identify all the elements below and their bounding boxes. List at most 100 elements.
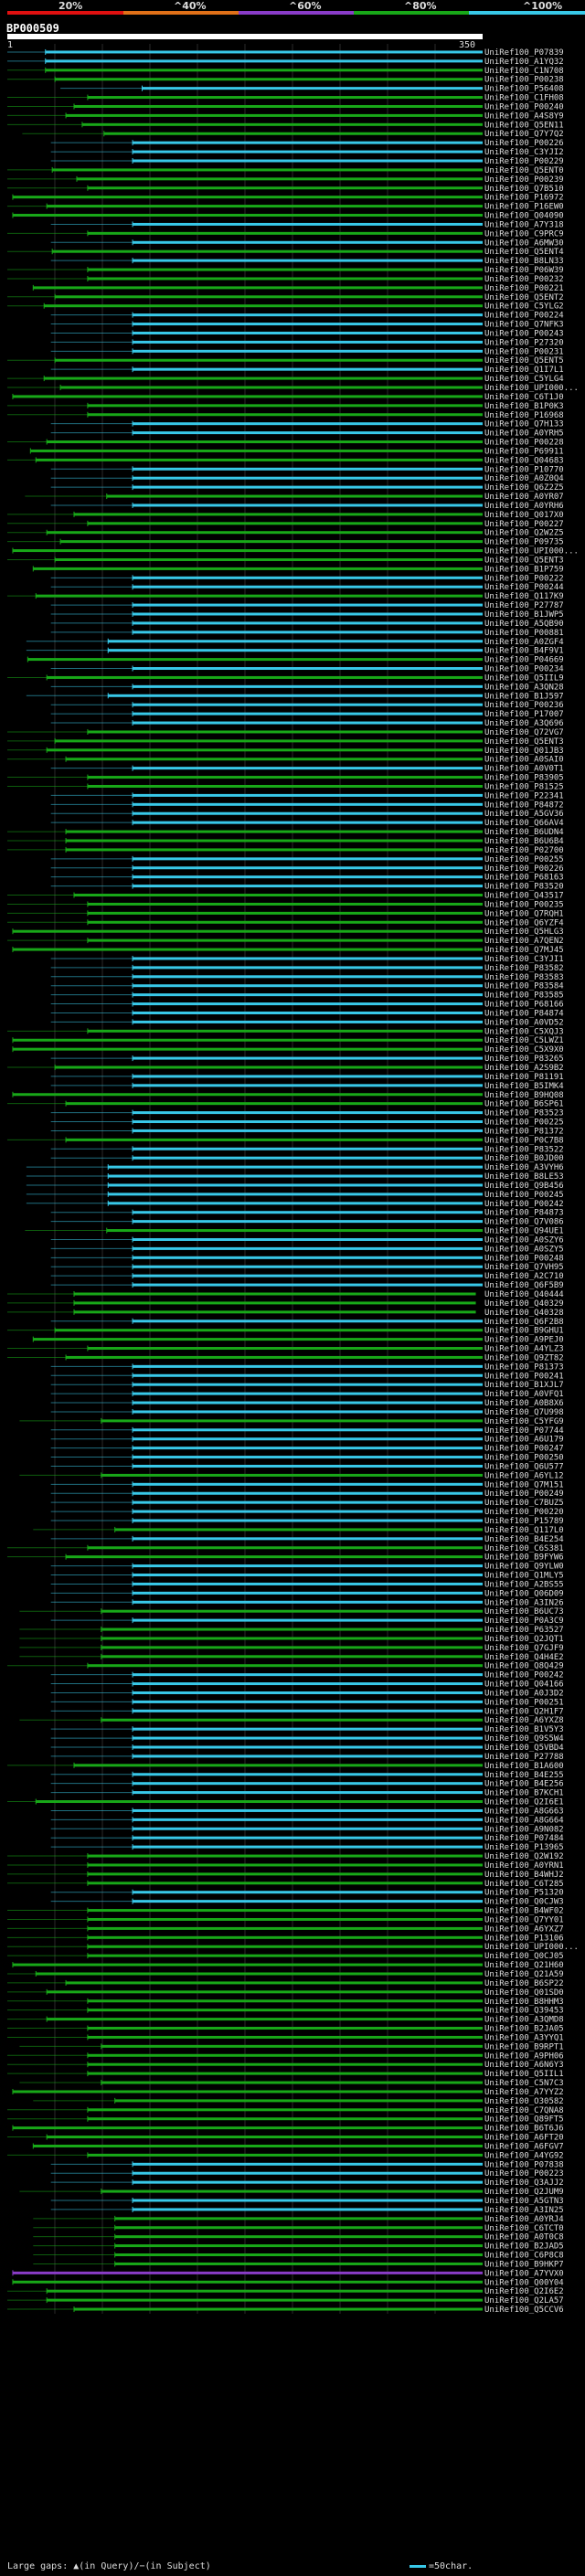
hit-row[interactable]: UniRef100_Q00Y04 — [12, 2278, 564, 2287]
hit-row[interactable]: UniRef100_Q117K9 — [7, 592, 564, 601]
hit-row[interactable]: UniRef100_A2BS55 — [50, 1580, 564, 1589]
hit-row[interactable]: UniRef100_P16968 — [7, 411, 564, 420]
hit-row[interactable]: UniRef100_Q0CJW3 — [50, 1898, 564, 1907]
hit-row[interactable]: UniRef100_B1P759 — [32, 565, 564, 574]
hit-row[interactable]: UniRef100_P22341 — [50, 791, 564, 800]
hit-row[interactable]: UniRef100_Q1I7L1 — [50, 366, 564, 375]
hit-row[interactable]: UniRef100_C9PRC9 — [7, 229, 564, 239]
hit-row[interactable]: UniRef100_Q5HLG3 — [12, 928, 564, 937]
hit-row[interactable]: UniRef100_Q7NFK3 — [50, 321, 564, 330]
hit-row[interactable]: UniRef100_P00240 — [7, 102, 564, 111]
hit-row[interactable]: UniRef100_C1N708 — [7, 67, 564, 76]
hit-row[interactable]: UniRef100_C6TCT0 — [33, 2224, 564, 2233]
hit-row[interactable]: UniRef100_Q4H4E2 — [19, 1653, 564, 1662]
hit-row[interactable]: UniRef100_B6UDN4 — [7, 828, 564, 837]
hit-row[interactable]: UniRef100_P00242 — [50, 1671, 564, 1680]
hit-row[interactable]: UniRef100_B8LE53 — [26, 1172, 564, 1182]
hit-row[interactable]: UniRef100_B4WF02 — [7, 1907, 564, 1916]
hit-row[interactable]: UniRef100_P00248 — [50, 1254, 564, 1263]
hit-row[interactable]: UniRef100_P00224 — [50, 312, 564, 321]
hit-row[interactable]: UniRef100_B6T6J6 — [12, 2125, 564, 2134]
hit-row[interactable]: UniRef100_B4WHJ2 — [7, 1871, 564, 1880]
hit-row[interactable]: UniRef100_P00227 — [7, 520, 564, 529]
hit-row[interactable]: UniRef100_P00226 — [50, 864, 564, 874]
hit-row[interactable]: UniRef100_A4YLZ3 — [7, 1345, 564, 1354]
hit-row[interactable]: UniRef100_P00244 — [50, 583, 564, 592]
hit-row[interactable]: UniRef100_B9RPT1 — [19, 2042, 564, 2051]
hit-row[interactable]: UniRef100_B9HQ08 — [12, 1091, 564, 1100]
hit-row[interactable]: UniRef100_A0SAI0 — [7, 756, 564, 765]
hit-row[interactable]: UniRef100_Q9B456 — [26, 1182, 564, 1191]
hit-row[interactable]: UniRef100_Q40329 — [7, 1299, 564, 1309]
hit-row[interactable]: UniRef100_P00229 — [50, 157, 564, 166]
hit-row[interactable]: UniRef100_A5QB90 — [50, 620, 564, 629]
hit-row[interactable]: UniRef100_UPI000... — [12, 547, 579, 557]
hit-row[interactable]: UniRef100_P00226 — [50, 139, 564, 148]
hit-row[interactable]: UniRef100_Q04090 — [12, 212, 564, 221]
hit-row[interactable]: UniRef100_Q39453 — [7, 2007, 564, 2016]
hit-row[interactable]: UniRef100_B1V5Y3 — [50, 1725, 564, 1734]
hit-row[interactable]: UniRef100_A7YVX0 — [12, 2269, 564, 2278]
hit-row[interactable]: UniRef100_Q21H60 — [12, 1961, 564, 1970]
hit-row[interactable]: UniRef100_P07484 — [50, 1834, 564, 1843]
hit-row[interactable]: UniRef100_P00221 — [32, 284, 564, 293]
hit-row[interactable]: UniRef100_O30582 — [33, 2097, 564, 2106]
hit-row[interactable]: UniRef100_A0T0C8 — [33, 2233, 564, 2242]
hit-row[interactable]: UniRef100_A4YG92 — [7, 2151, 564, 2160]
hit-row[interactable]: UniRef100_A0YRH6 — [50, 502, 564, 511]
hit-row[interactable]: UniRef100_A0YR07 — [25, 493, 564, 502]
hit-row[interactable]: UniRef100_P69911 — [29, 447, 564, 456]
hit-row[interactable]: UniRef100_A3QMD8 — [7, 2016, 564, 2025]
hit-row[interactable]: UniRef100_Q5IIL9 — [7, 673, 564, 683]
hit-row[interactable]: UniRef100_P00241 — [50, 1372, 564, 1381]
hit-row[interactable]: UniRef100_P27787 — [50, 601, 564, 610]
hit-row[interactable]: UniRef100_Q04683 — [7, 456, 564, 465]
hit-row[interactable]: UniRef100_B6SP22 — [7, 1979, 564, 1988]
hit-row[interactable]: UniRef100_Q6U577 — [50, 1462, 564, 1471]
hit-row[interactable]: UniRef100_Q94UE1 — [25, 1227, 564, 1236]
hit-row[interactable]: UniRef100_Q2LA57 — [7, 2296, 564, 2306]
hit-row[interactable]: UniRef100_Q40444 — [7, 1290, 564, 1299]
hit-row[interactable]: UniRef100_B0JD00 — [50, 1154, 564, 1163]
hit-row[interactable]: UniRef100_B1A600 — [7, 1762, 564, 1771]
hit-row[interactable]: UniRef100_P09735 — [7, 538, 564, 547]
hit-row[interactable]: UniRef100_A6N6Y3 — [7, 2061, 564, 2070]
hit-row[interactable]: UniRef100_P00228 — [7, 439, 564, 448]
hit-row[interactable]: UniRef100_Q9ZT82 — [7, 1353, 564, 1362]
hit-row[interactable]: UniRef100_Q04166 — [50, 1680, 564, 1690]
hit-row[interactable]: UniRef100_P51320 — [50, 1889, 564, 1898]
hit-row[interactable]: UniRef100_C5YLG4 — [7, 375, 564, 384]
hit-row[interactable]: UniRef100_Q6F2B8 — [50, 1318, 564, 1327]
hit-row[interactable]: UniRef100_Q7H133 — [50, 420, 564, 429]
hit-row[interactable]: UniRef100_P00232 — [7, 275, 564, 284]
hit-row[interactable]: UniRef100_Q9S5W4 — [50, 1734, 564, 1744]
hit-row[interactable]: UniRef100_C1FH08 — [7, 94, 564, 103]
hit-row[interactable]: UniRef100_Q5VBD4 — [50, 1744, 564, 1753]
hit-row[interactable]: UniRef100_B6U6B4 — [7, 837, 564, 846]
hit-row[interactable]: UniRef100_B2JA05 — [7, 2025, 564, 2034]
hit-row[interactable]: UniRef100_P00231 — [50, 347, 564, 356]
hit-row[interactable]: UniRef100_P13106 — [7, 1934, 564, 1943]
hit-row[interactable]: UniRef100_P04669 — [27, 656, 564, 665]
hit-row[interactable]: UniRef100_Q5CCV6 — [7, 2306, 564, 2315]
hit-row[interactable]: UniRef100_P0C7B8 — [7, 1136, 564, 1145]
hit-row[interactable]: UniRef100_P13965 — [50, 1843, 564, 1852]
hit-row[interactable]: UniRef100_B5IMK4 — [50, 1082, 564, 1091]
hit-row[interactable]: UniRef100_Q89FT5 — [7, 2115, 564, 2125]
hit-row[interactable]: UniRef100_P63527 — [19, 1626, 564, 1635]
hit-row[interactable]: UniRef100_P16EW0 — [7, 203, 564, 212]
hit-row[interactable]: UniRef100_Q2I6E2 — [7, 2287, 564, 2296]
hit-row[interactable]: UniRef100_A7QEN2 — [7, 937, 564, 946]
hit-row[interactable]: UniRef100_C6T1J0 — [12, 393, 564, 402]
hit-row[interactable]: UniRef100_Q1MLY5 — [50, 1572, 564, 1581]
hit-row[interactable]: UniRef100_Q7B510 — [7, 185, 564, 194]
hit-row[interactable]: UniRef100_Q5ENT2 — [7, 293, 564, 302]
hit-row[interactable]: UniRef100_Q43517 — [7, 892, 564, 901]
hit-row[interactable]: UniRef100_A8G664 — [50, 1816, 564, 1825]
hit-row[interactable]: UniRef100_Q117L0 — [33, 1526, 564, 1535]
hit-row[interactable]: UniRef100_P84872 — [50, 800, 564, 810]
hit-row[interactable]: UniRef100_Q8Q429 — [7, 1662, 564, 1671]
hit-row[interactable]: UniRef100_C5YFG9 — [19, 1417, 564, 1426]
hit-row[interactable]: UniRef100_Q2W192 — [7, 1852, 564, 1861]
hit-row[interactable]: UniRef100_A0J3D2 — [50, 1689, 564, 1698]
